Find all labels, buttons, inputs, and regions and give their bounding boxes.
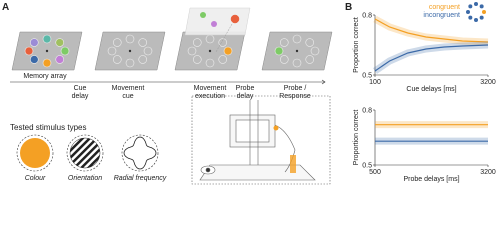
placeholder [42,58,52,68]
x-axis-title: Cue delays [ms] [406,86,456,93]
placeholder [218,55,228,64]
placeholder [279,38,289,47]
legend-icon [468,15,473,20]
legend-icon [474,18,478,22]
placeholder [112,38,122,47]
stimulus [69,137,101,169]
placeholder [55,38,65,47]
stimulus-label: Radial frequency [114,175,167,182]
placeholder [29,55,39,64]
placeholder [55,55,65,64]
placeholder [205,58,215,68]
series-line [374,18,489,43]
stimulus-dot [200,12,206,18]
series-line [374,44,489,72]
figure: A B Memory arrayCuedelayMovementcueMovem… [2,2,496,185]
y-tick-label: 0.8 [362,108,372,115]
placeholder [274,46,284,56]
stage-label: execution [195,93,225,100]
stimulus [123,136,157,170]
stimuli: Colour Orientation Radial frequency [16,134,167,182]
y-axis-title: Proportion correct [353,110,360,166]
stimulus [20,138,50,168]
stimulus-title: Tested stimulus types [10,123,86,132]
stage-label: Movement [112,85,145,92]
legend-icon [468,4,473,9]
stage-label: Cue [74,85,87,92]
stage-labels: Memory arrayCuedelayMovementcueMovemente… [23,73,310,100]
stage-label: Probe [236,85,255,92]
stage-label: delay [72,93,89,100]
placeholder [42,34,52,44]
stimulus-label: Colour [25,175,46,182]
stimulus-label: Orientation [68,175,102,182]
y-axis-title: Proportion correct [353,17,360,73]
stimulus-dot [211,21,217,27]
placeholder [187,46,197,56]
placeholder [138,55,148,64]
placeholder [192,38,202,47]
execution-sheet [184,7,251,36]
placeholder [107,46,117,56]
stimulus-dot [230,14,240,24]
placeholder [138,38,148,47]
fixation [295,49,299,53]
stimulus-outline [16,134,54,172]
legend-icon [479,15,484,20]
fixation [208,49,212,53]
placeholder [125,34,135,44]
stage-label: Movement [194,85,227,92]
stimulus-outline [66,134,104,172]
legend-icon [479,4,484,9]
placeholder [305,55,315,64]
x-tick-label: 3200 [480,169,496,176]
legend-icon [474,2,478,6]
setup-sketch [199,100,316,181]
placeholder [218,38,228,47]
placeholder [192,55,202,64]
y-tick-label: 0.5 [362,163,372,170]
fixation [45,49,49,53]
stage-label: cue [122,93,133,100]
x-axis-title: Probe delays [ms] [403,176,459,183]
legend-entry: congruent [429,4,460,11]
setup-box [191,95,331,185]
placeholder [310,46,320,56]
connector [215,23,233,53]
placeholder [305,38,315,47]
stage-label: Response [279,93,311,100]
stage-label: delay [237,93,254,100]
legend-entry: incongruent [423,12,460,19]
placeholder [112,55,122,64]
x-tick-label: 100 [369,79,381,86]
placeholder [292,34,302,44]
placeholder [60,46,70,56]
panel-label: A [2,2,9,13]
trays [11,31,333,71]
y-tick-label: 0.5 [362,73,372,80]
placeholder [143,46,153,56]
confidence-band [373,15,489,46]
placeholder [24,46,34,56]
placeholder [292,58,302,68]
timeline-arrows [10,79,326,85]
y-tick-label: 0.8 [362,13,372,20]
placeholder [223,46,233,56]
stage-label: Probe / [284,85,307,92]
legend-icon [466,10,470,14]
x-tick-label: 3200 [480,79,496,86]
fixation [128,49,132,53]
charts: 0.5 0.8 100 3200 Cue delays [ms] Proportion c… [353,2,496,183]
placeholder [279,55,289,64]
x-tick-label: 500 [369,169,381,176]
panel-label: B [345,2,352,13]
legend-icon [482,10,486,14]
placeholder [125,58,135,68]
stimulus-outline [121,134,159,172]
placeholder [29,38,39,47]
stage-label: Memory array [23,73,67,80]
